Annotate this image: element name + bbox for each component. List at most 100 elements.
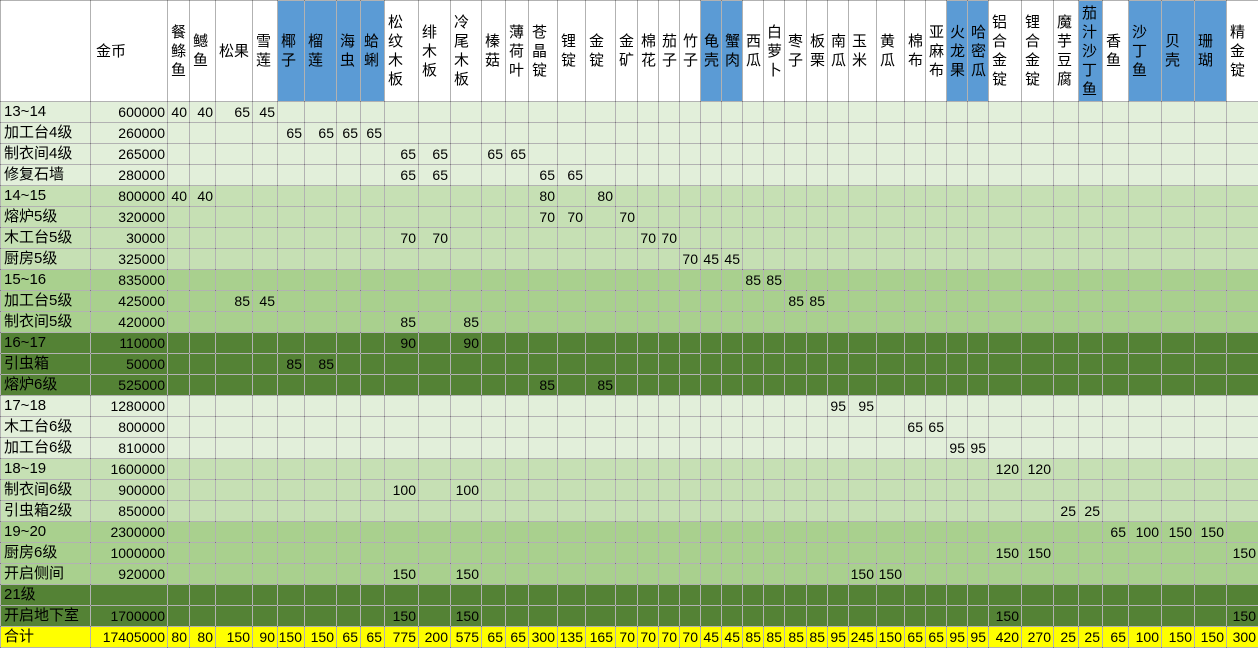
item-cell[interactable] <box>615 479 638 501</box>
item-cell[interactable] <box>277 500 305 522</box>
item-cell[interactable] <box>1194 395 1227 417</box>
item-cell[interactable] <box>658 563 680 585</box>
item-cell[interactable] <box>215 332 253 354</box>
item-cell[interactable] <box>304 185 337 207</box>
item-cell[interactable] <box>528 605 558 627</box>
item-cell[interactable] <box>721 143 743 165</box>
item-cell[interactable] <box>360 248 385 270</box>
item-cell[interactable] <box>481 500 506 522</box>
item-cell[interactable] <box>1226 584 1258 606</box>
item-cell[interactable] <box>946 458 968 480</box>
item-cell[interactable] <box>384 458 419 480</box>
item-cell[interactable]: 65 <box>528 164 558 186</box>
item-cell[interactable] <box>450 542 482 564</box>
item-cell[interactable] <box>505 563 529 585</box>
item-cell[interactable] <box>721 164 743 186</box>
item-cell[interactable] <box>1102 353 1129 375</box>
item-cell[interactable] <box>721 374 743 396</box>
item-cell[interactable] <box>848 542 877 564</box>
item-cell[interactable] <box>1078 185 1103 207</box>
item-cell[interactable]: 80 <box>528 185 558 207</box>
item-cell[interactable] <box>1053 605 1079 627</box>
item-cell[interactable] <box>700 458 722 480</box>
item-cell[interactable] <box>304 374 337 396</box>
item-cell[interactable] <box>1053 584 1079 606</box>
item-cell[interactable] <box>925 248 947 270</box>
item-cell[interactable] <box>763 353 785 375</box>
item-cell[interactable] <box>1021 584 1054 606</box>
item-cell[interactable] <box>784 416 807 438</box>
item-cell[interactable] <box>1021 332 1054 354</box>
item-cell[interactable] <box>658 374 680 396</box>
item-cell[interactable]: 100 <box>384 479 419 501</box>
item-cell[interactable]: 135 <box>557 626 586 648</box>
item-cell[interactable] <box>1078 521 1103 543</box>
item-cell[interactable]: 85 <box>806 626 828 648</box>
item-cell[interactable] <box>721 206 743 228</box>
item-cell[interactable] <box>585 164 616 186</box>
item-cell[interactable] <box>1161 206 1195 228</box>
item-cell[interactable] <box>360 311 385 333</box>
item-cell[interactable] <box>806 185 828 207</box>
item-cell[interactable]: 45 <box>721 626 743 648</box>
coin-cell[interactable]: 325000 <box>90 248 168 270</box>
item-cell[interactable] <box>1053 290 1079 312</box>
item-cell[interactable] <box>806 479 828 501</box>
item-cell[interactable]: 70 <box>557 206 586 228</box>
item-cell[interactable] <box>167 353 190 375</box>
item-cell[interactable] <box>615 143 638 165</box>
item-cell[interactable] <box>876 311 905 333</box>
item-cell[interactable] <box>615 395 638 417</box>
item-cell[interactable] <box>637 311 659 333</box>
item-cell[interactable] <box>1226 374 1258 396</box>
item-cell[interactable] <box>904 143 926 165</box>
item-cell[interactable] <box>700 122 722 144</box>
item-cell[interactable] <box>481 584 506 606</box>
item-cell[interactable] <box>679 206 701 228</box>
item-cell[interactable] <box>679 122 701 144</box>
item-cell[interactable] <box>1161 605 1195 627</box>
item-cell[interactable] <box>360 206 385 228</box>
item-column-header[interactable]: 茄子 <box>658 0 680 102</box>
item-cell[interactable] <box>763 416 785 438</box>
item-cell[interactable] <box>658 458 680 480</box>
item-cell[interactable] <box>384 416 419 438</box>
item-cell[interactable] <box>1053 542 1079 564</box>
item-cell[interactable] <box>658 101 680 123</box>
item-cell[interactable] <box>384 353 419 375</box>
item-cell[interactable]: 150 <box>988 542 1022 564</box>
item-cell[interactable] <box>876 101 905 123</box>
item-cell[interactable] <box>1102 185 1129 207</box>
item-cell[interactable] <box>585 563 616 585</box>
item-cell[interactable]: 150 <box>384 563 419 585</box>
item-cell[interactable] <box>1194 248 1227 270</box>
item-cell[interactable] <box>742 416 764 438</box>
item-cell[interactable] <box>967 479 989 501</box>
item-cell[interactable] <box>700 164 722 186</box>
item-cell[interactable] <box>1021 101 1054 123</box>
item-cell[interactable] <box>925 101 947 123</box>
item-cell[interactable] <box>1128 374 1162 396</box>
item-cell[interactable] <box>1053 437 1079 459</box>
item-cell[interactable] <box>637 248 659 270</box>
item-cell[interactable] <box>637 290 659 312</box>
item-cell[interactable] <box>806 521 828 543</box>
item-cell[interactable] <box>1161 437 1195 459</box>
item-cell[interactable] <box>763 605 785 627</box>
item-cell[interactable] <box>1226 101 1258 123</box>
item-cell[interactable]: 25 <box>1053 500 1079 522</box>
item-cell[interactable] <box>742 206 764 228</box>
item-cell[interactable] <box>742 164 764 186</box>
item-cell[interactable] <box>1078 563 1103 585</box>
item-cell[interactable] <box>615 605 638 627</box>
item-cell[interactable] <box>876 500 905 522</box>
item-cell[interactable] <box>450 164 482 186</box>
item-cell[interactable] <box>450 500 482 522</box>
item-cell[interactable] <box>557 437 586 459</box>
item-cell[interactable] <box>742 290 764 312</box>
item-cell[interactable] <box>418 479 451 501</box>
item-cell[interactable] <box>167 521 190 543</box>
item-cell[interactable]: 65 <box>336 626 361 648</box>
item-cell[interactable] <box>876 437 905 459</box>
item-cell[interactable] <box>925 458 947 480</box>
